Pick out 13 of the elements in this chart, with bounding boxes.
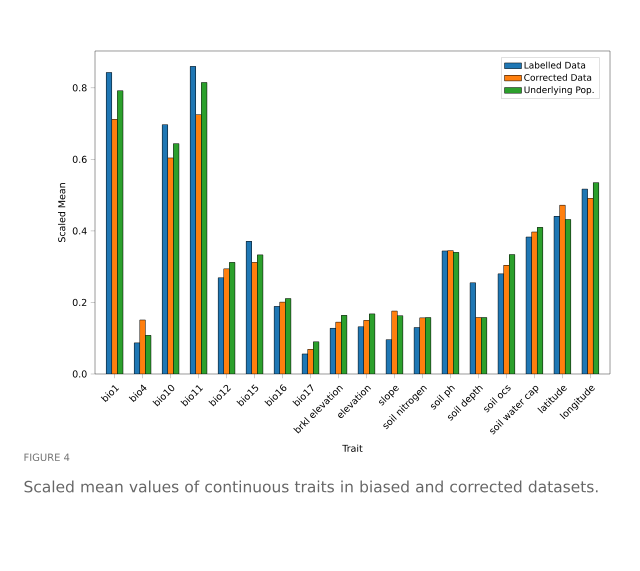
x-tick-label: soil ph (430, 386, 455, 410)
y-tick-label: 0.6 (72, 156, 87, 163)
legend-label: Corrected Data (524, 74, 592, 81)
legend-label: Underlying Pop. (524, 86, 594, 95)
y-tick-label: 0.4 (72, 227, 87, 235)
legend-label: Labelled Data (524, 62, 586, 69)
caption: FIGURE 4 (24, 454, 70, 462)
y-tick-label: 0.2 (72, 298, 86, 306)
y-axis-title: Scaled Mean (58, 183, 66, 242)
y-tick-label: 0.8 (72, 84, 87, 92)
x-axis-title: Trait (342, 444, 362, 452)
text: Scaled mean values of continuous traits in biased and corrected datasets. (24, 480, 598, 492)
y-tick-label: 0.0 (72, 370, 87, 378)
